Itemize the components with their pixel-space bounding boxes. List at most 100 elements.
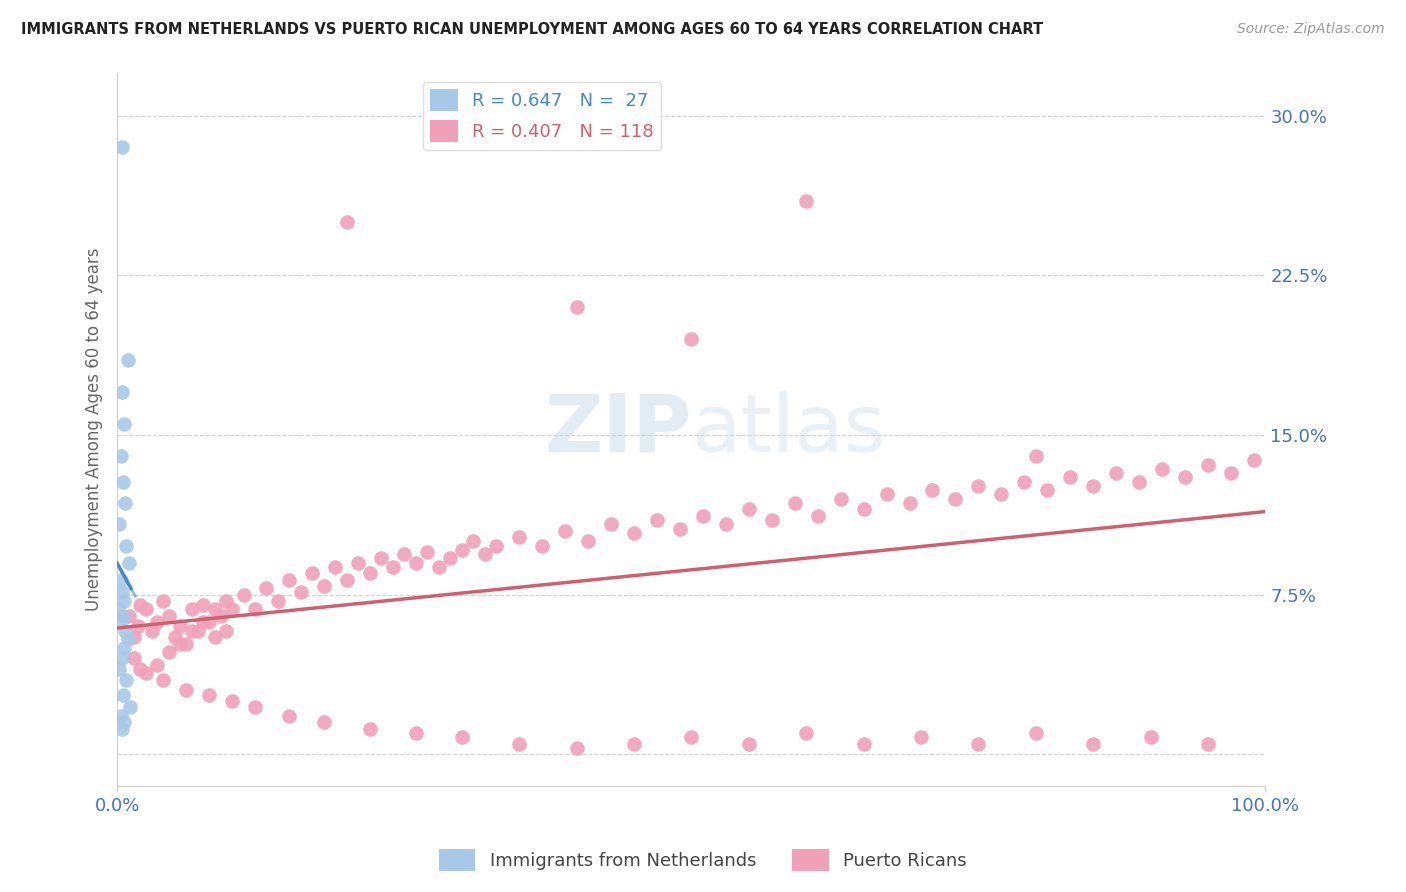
Point	[405, 556, 427, 570]
Point	[967, 479, 990, 493]
Legend: Immigrants from Netherlands, Puerto Ricans: Immigrants from Netherlands, Puerto Rica…	[432, 842, 974, 879]
Point	[301, 566, 323, 581]
Point	[1036, 483, 1059, 498]
Point	[111, 688, 134, 702]
Point	[146, 615, 169, 630]
Point	[110, 449, 132, 463]
Point	[738, 737, 761, 751]
Point	[370, 551, 392, 566]
Point	[876, 487, 898, 501]
Point	[508, 737, 530, 751]
Point	[508, 530, 530, 544]
Point	[135, 666, 157, 681]
Point	[117, 353, 139, 368]
Point	[312, 579, 335, 593]
Point	[336, 573, 359, 587]
Point	[243, 700, 266, 714]
Point	[1197, 458, 1219, 472]
Point	[111, 475, 134, 489]
Point	[129, 662, 152, 676]
Point	[439, 551, 461, 566]
Point	[738, 502, 761, 516]
Point	[830, 491, 852, 506]
Point	[111, 140, 134, 154]
Point	[1105, 466, 1128, 480]
Point	[1152, 462, 1174, 476]
Point	[600, 517, 623, 532]
Point	[111, 722, 134, 736]
Point	[1025, 449, 1047, 463]
Point	[554, 524, 576, 538]
Point	[111, 585, 134, 599]
Point	[107, 602, 129, 616]
Point	[163, 630, 186, 644]
Point	[1014, 475, 1036, 489]
Point	[152, 594, 174, 608]
Point	[232, 588, 254, 602]
Point	[576, 534, 599, 549]
Point	[146, 657, 169, 672]
Point	[645, 513, 668, 527]
Point	[312, 715, 335, 730]
Point	[209, 608, 232, 623]
Point	[110, 709, 132, 723]
Point	[112, 640, 135, 655]
Point	[180, 602, 202, 616]
Point	[623, 525, 645, 540]
Point	[169, 636, 191, 650]
Point	[1025, 726, 1047, 740]
Point	[910, 730, 932, 744]
Point	[157, 608, 180, 623]
Point	[112, 594, 135, 608]
Point	[108, 662, 131, 676]
Point	[945, 491, 967, 506]
Point	[794, 194, 817, 208]
Point	[1128, 475, 1150, 489]
Point	[381, 560, 404, 574]
Point	[921, 483, 943, 498]
Text: Source: ZipAtlas.com: Source: ZipAtlas.com	[1237, 22, 1385, 37]
Point	[198, 688, 221, 702]
Point	[111, 651, 134, 665]
Point	[669, 522, 692, 536]
Point	[405, 726, 427, 740]
Point	[221, 694, 243, 708]
Point	[204, 630, 226, 644]
Point	[681, 332, 703, 346]
Point	[623, 737, 645, 751]
Point	[169, 619, 191, 633]
Point	[117, 632, 139, 647]
Point	[450, 542, 472, 557]
Point	[198, 615, 221, 630]
Point	[114, 624, 136, 638]
Point	[110, 573, 132, 587]
Point	[174, 636, 197, 650]
Point	[290, 585, 312, 599]
Point	[215, 594, 238, 608]
Text: IMMIGRANTS FROM NETHERLANDS VS PUERTO RICAN UNEMPLOYMENT AMONG AGES 60 TO 64 YEA: IMMIGRANTS FROM NETHERLANDS VS PUERTO RI…	[21, 22, 1043, 37]
Point	[336, 215, 359, 229]
Point	[204, 602, 226, 616]
Point	[714, 517, 737, 532]
Point	[474, 547, 496, 561]
Point	[852, 502, 875, 516]
Point	[135, 602, 157, 616]
Point	[187, 624, 209, 638]
Point	[565, 300, 588, 314]
Point	[990, 487, 1012, 501]
Y-axis label: Unemployment Among Ages 60 to 64 years: Unemployment Among Ages 60 to 64 years	[86, 248, 103, 611]
Point	[256, 581, 278, 595]
Point	[692, 508, 714, 523]
Point	[118, 700, 141, 714]
Point	[193, 615, 215, 630]
Point	[114, 496, 136, 510]
Point	[898, 496, 921, 510]
Point	[1059, 470, 1081, 484]
Point	[243, 602, 266, 616]
Point	[807, 508, 830, 523]
Point	[115, 539, 138, 553]
Point	[112, 715, 135, 730]
Point	[108, 517, 131, 532]
Point	[450, 730, 472, 744]
Point	[110, 615, 132, 630]
